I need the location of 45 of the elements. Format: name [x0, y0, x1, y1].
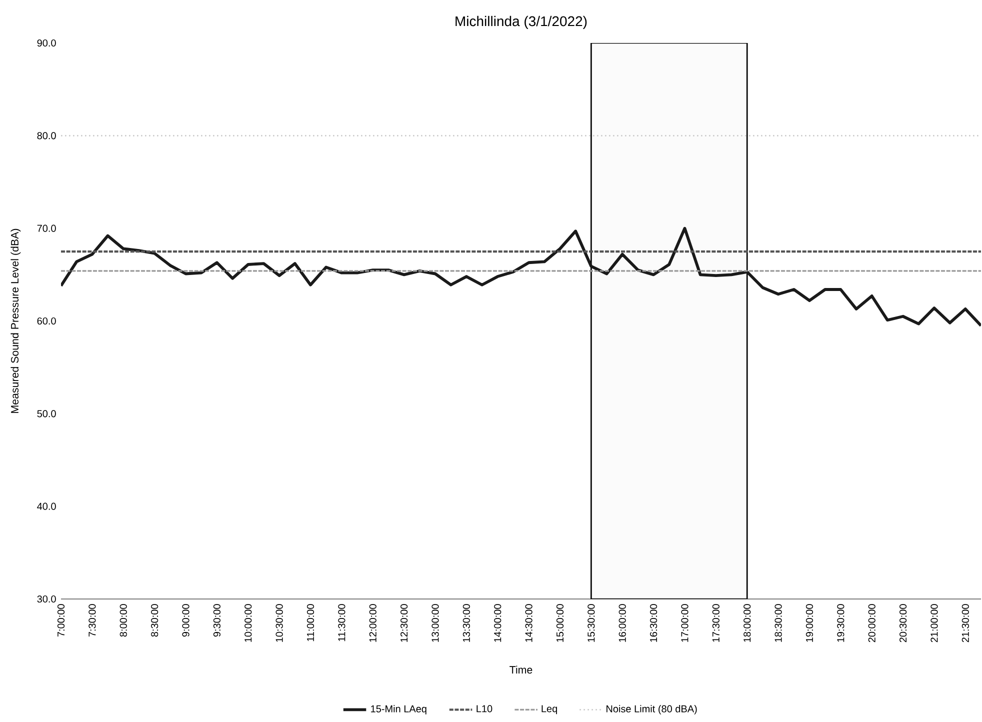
x-tick-label: 15:00:00 — [556, 604, 564, 642]
x-tick-label: 15:30:00 — [588, 604, 595, 642]
x-tick-label: 7:00:00 — [57, 604, 65, 637]
x-tick-label: 21:00:00 — [930, 604, 938, 642]
x-tick-label: 7:30:00 — [88, 604, 96, 637]
legend-label: Leq — [542, 705, 557, 714]
line-series — [61, 226, 982, 328]
x-tick-label: 16:30:00 — [650, 604, 658, 642]
x-tick-label: 18:30:00 — [774, 604, 782, 642]
x-tick-label: 10:00:00 — [244, 604, 252, 642]
y-tick-label: 70.0 — [37, 224, 56, 232]
x-tick-label: 13:30:00 — [462, 604, 470, 642]
y-tick-label: 60.0 — [37, 317, 56, 325]
x-tick-label: 14:00:00 — [494, 604, 502, 642]
x-tick-label: 17:00:00 — [681, 604, 688, 642]
x-tick-label: 11:00:00 — [306, 604, 314, 642]
x-tick-label: 13:00:00 — [432, 604, 439, 642]
y-tick-label: 80.0 — [37, 132, 56, 140]
x-tick-label: 9:30:00 — [213, 604, 220, 637]
x-tick-label: 12:30:00 — [400, 604, 408, 642]
x-tick-label: 19:00:00 — [806, 604, 814, 642]
chart-title: Michillinda (3/1/2022) — [456, 16, 587, 29]
x-tick-label: 8:00:00 — [120, 604, 127, 637]
x-tick-label: 19:30:00 — [837, 604, 844, 642]
x-tick-label: 14:30:00 — [525, 604, 532, 642]
x-tick-label: 11:30:00 — [338, 604, 346, 642]
y-tick-label: 90.0 — [37, 39, 56, 47]
x-tick-label: 17:30:00 — [712, 604, 720, 642]
legend-label: Noise Limit (80 dBA) — [606, 705, 697, 714]
x-tick-label: 18:00:00 — [744, 604, 751, 642]
x-tick-label: 21:30:00 — [962, 604, 969, 642]
y-tick-label: 40.0 — [37, 502, 56, 510]
x-tick-label: 9:00:00 — [182, 604, 190, 637]
x-tick-label: 8:30:00 — [151, 604, 158, 637]
y-tick-label: 50.0 — [37, 410, 56, 418]
x-axis-title: Time — [510, 666, 532, 674]
x-tick-label: 10:30:00 — [276, 604, 283, 642]
y-axis-title: Measured Sound Pressure Level (dBA) — [10, 228, 21, 413]
x-tick-label: 12:00:00 — [369, 604, 376, 642]
legend-label: L10 — [476, 705, 492, 712]
x-tick-label: 16:00:00 — [618, 604, 626, 642]
x-tick-label: 20:00:00 — [868, 604, 876, 642]
y-tick-label: 30.0 — [37, 595, 56, 603]
x-tick-label: 20:30:00 — [899, 604, 907, 642]
legend-label: 15-Min LAeq — [371, 705, 426, 714]
